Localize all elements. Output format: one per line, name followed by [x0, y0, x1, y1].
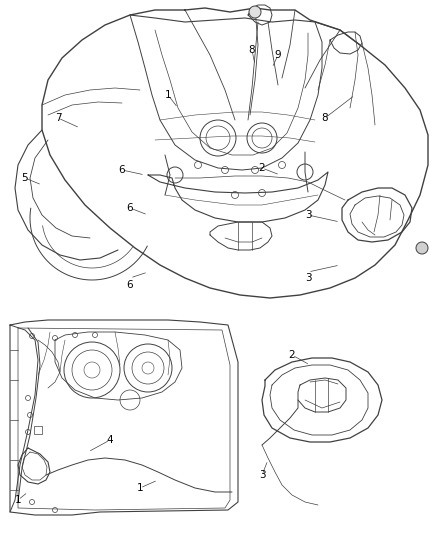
Text: 6: 6 — [119, 165, 125, 175]
Circle shape — [416, 242, 428, 254]
Text: 6: 6 — [127, 280, 133, 290]
Text: 2: 2 — [289, 350, 295, 360]
Bar — [34, 426, 42, 434]
Text: 2: 2 — [259, 163, 265, 173]
Text: 7: 7 — [55, 113, 61, 123]
Text: 8: 8 — [322, 113, 328, 123]
Circle shape — [249, 6, 261, 18]
Text: 1: 1 — [165, 90, 171, 100]
Text: 1: 1 — [137, 483, 143, 493]
Text: 1: 1 — [15, 495, 21, 505]
Text: 6: 6 — [127, 203, 133, 213]
Text: 9: 9 — [275, 50, 281, 60]
Text: 3: 3 — [304, 273, 312, 283]
Text: 8: 8 — [249, 45, 255, 55]
Text: 4: 4 — [106, 435, 114, 445]
Text: 3: 3 — [259, 470, 265, 480]
Text: 3: 3 — [304, 210, 312, 220]
Text: 5: 5 — [22, 173, 28, 183]
